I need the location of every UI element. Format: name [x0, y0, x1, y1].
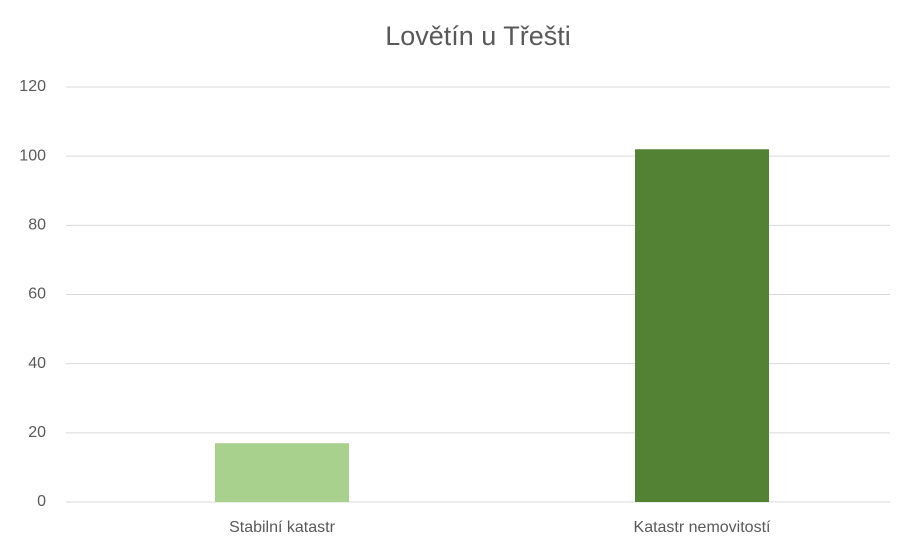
bar — [215, 443, 349, 502]
y-tick-label: 60 — [28, 286, 46, 303]
y-tick-label: 20 — [28, 424, 46, 441]
y-tick-label: 0 — [37, 493, 46, 510]
x-tick-label: Stabilní katastr — [229, 519, 336, 536]
y-tick-label: 40 — [28, 355, 46, 372]
chart-title: Lovětín u Třešti — [385, 21, 571, 51]
bar — [635, 149, 769, 502]
y-tick-label: 120 — [19, 78, 46, 95]
y-tick-label: 100 — [19, 147, 46, 164]
x-tick-label: Katastr nemovitostí — [634, 519, 772, 536]
y-tick-label: 80 — [28, 217, 46, 234]
